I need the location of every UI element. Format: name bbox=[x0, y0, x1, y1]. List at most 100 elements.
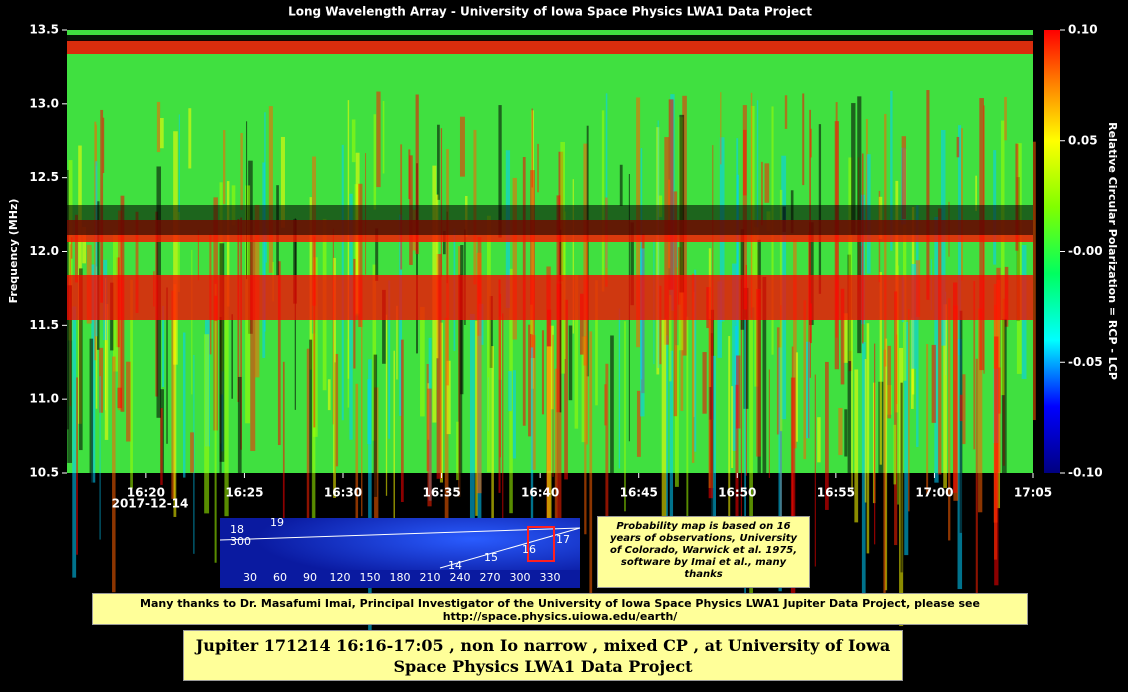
texture bbox=[1016, 143, 1022, 374]
texture bbox=[732, 263, 737, 451]
texture bbox=[803, 300, 807, 460]
texture bbox=[156, 101, 161, 153]
texture bbox=[104, 304, 109, 440]
x-date-label: 2017-12-14 bbox=[112, 497, 189, 511]
texture bbox=[446, 149, 449, 386]
texture bbox=[456, 421, 459, 481]
texture bbox=[188, 108, 192, 169]
x-tick-label: 16:50 bbox=[718, 486, 756, 500]
y-tick-label: 11.5 bbox=[29, 318, 59, 332]
texture bbox=[926, 90, 930, 300]
texture bbox=[166, 287, 168, 444]
texture bbox=[879, 272, 882, 465]
texture bbox=[844, 409, 848, 457]
texture bbox=[250, 239, 256, 451]
texture bbox=[694, 269, 697, 452]
texture bbox=[904, 321, 909, 556]
x-tick-label: 16:40 bbox=[521, 486, 559, 500]
texture bbox=[618, 308, 621, 469]
texture bbox=[226, 181, 230, 307]
texture bbox=[564, 299, 568, 480]
x-tick-label: 16:45 bbox=[620, 486, 658, 500]
texture bbox=[734, 326, 738, 421]
texture bbox=[375, 228, 379, 281]
texture bbox=[583, 143, 588, 366]
texture bbox=[437, 124, 440, 200]
texture bbox=[560, 142, 566, 374]
texture bbox=[744, 319, 746, 594]
texture bbox=[126, 361, 131, 442]
texture bbox=[183, 332, 186, 478]
texture bbox=[368, 359, 372, 636]
texture bbox=[335, 353, 339, 467]
texture bbox=[601, 110, 605, 292]
texture bbox=[720, 92, 722, 165]
texture bbox=[489, 296, 493, 368]
orbit-label: 19 bbox=[270, 516, 284, 529]
orbit-line bbox=[219, 527, 581, 541]
texture bbox=[95, 124, 97, 167]
orbit-label: 18 bbox=[230, 523, 244, 536]
texture bbox=[994, 336, 999, 586]
colorbar bbox=[1044, 30, 1060, 473]
orbit-label: 15 bbox=[484, 551, 498, 564]
x-tick-label: 16:20 bbox=[127, 486, 165, 500]
y-tick-label: 10.5 bbox=[29, 466, 59, 480]
texture bbox=[528, 324, 532, 437]
texture bbox=[903, 149, 907, 381]
texture bbox=[749, 319, 753, 595]
texture bbox=[476, 252, 482, 494]
texture bbox=[268, 106, 273, 273]
texture bbox=[71, 237, 73, 259]
texture bbox=[890, 90, 893, 251]
texture bbox=[415, 94, 419, 255]
texture bbox=[530, 347, 534, 539]
texture bbox=[610, 335, 614, 566]
texture bbox=[312, 257, 318, 437]
highlight bbox=[527, 526, 555, 562]
texture bbox=[458, 274, 463, 501]
texture bbox=[355, 383, 359, 523]
texture bbox=[825, 361, 829, 510]
texture bbox=[512, 370, 516, 459]
colorbar-label: Relative Circular Polarization = RCP - L… bbox=[1106, 122, 1119, 380]
texture bbox=[893, 424, 897, 485]
texture bbox=[531, 108, 533, 188]
texture bbox=[361, 318, 363, 517]
texture bbox=[67, 275, 1033, 320]
texture bbox=[508, 371, 512, 412]
texture bbox=[130, 279, 133, 489]
texture bbox=[679, 114, 685, 293]
texture bbox=[861, 342, 866, 601]
texture bbox=[1004, 96, 1007, 141]
texture bbox=[282, 361, 285, 557]
texture bbox=[884, 338, 888, 591]
texture bbox=[231, 314, 234, 399]
texture bbox=[159, 118, 164, 149]
texture bbox=[790, 377, 796, 594]
texture bbox=[640, 248, 645, 417]
texture bbox=[847, 254, 851, 532]
texture bbox=[669, 350, 674, 563]
texture bbox=[469, 313, 475, 585]
texture bbox=[959, 394, 963, 422]
texture bbox=[446, 360, 451, 435]
texture bbox=[764, 163, 770, 203]
probability-note: Probability map is based on 16 years of … bbox=[597, 516, 810, 588]
texture bbox=[943, 304, 947, 489]
texture bbox=[795, 352, 799, 442]
texture bbox=[661, 319, 667, 583]
texture bbox=[347, 339, 350, 408]
texture bbox=[72, 306, 77, 578]
texture bbox=[669, 295, 672, 382]
texture bbox=[160, 408, 163, 485]
texture bbox=[686, 316, 689, 543]
texture bbox=[998, 367, 1001, 414]
texture bbox=[809, 222, 814, 326]
texture bbox=[293, 219, 297, 304]
texture bbox=[802, 93, 805, 186]
map-tick-label: 240 bbox=[450, 571, 471, 584]
y-tick-label: 11.0 bbox=[29, 392, 59, 406]
texture bbox=[67, 35, 1033, 41]
texture bbox=[843, 313, 848, 363]
